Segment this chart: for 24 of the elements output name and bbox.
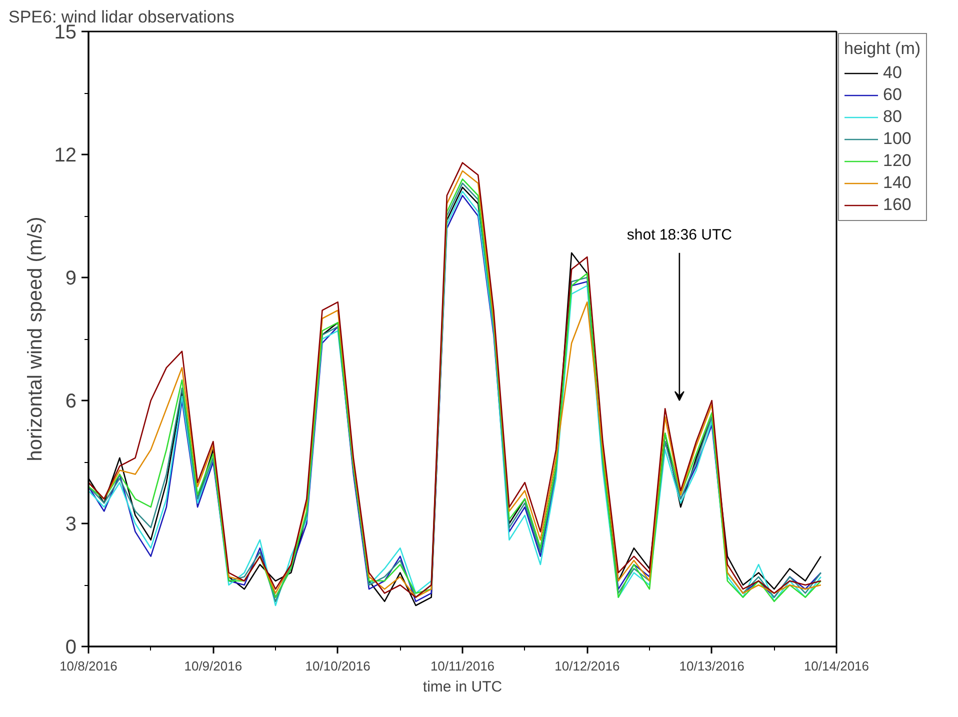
y-tick-label: 3 [65, 514, 76, 536]
x-tick-label: 10/8/2016 [60, 658, 118, 674]
y-tick-label: 6 [65, 390, 76, 412]
annotation: shot 18:36 UTC [626, 226, 732, 244]
legend-label: 140 [883, 173, 912, 193]
y-axis-title: horizontal wind speed (m/s) [24, 216, 46, 462]
legend-label: 80 [883, 107, 903, 127]
x-tick-label: 10/14/2016 [804, 658, 870, 674]
x-axis-title: time in UTC [422, 678, 502, 696]
x-tick-label: 10/12/2016 [554, 658, 620, 674]
legend-title: height (m) [844, 39, 921, 59]
legend-label: 40 [883, 63, 903, 83]
x-tick-label: 10/11/2016 [430, 658, 495, 674]
legend-label: 160 [883, 195, 912, 215]
x-tick-label: 10/10/2016 [305, 658, 370, 674]
y-tick-label: 15 [54, 22, 77, 44]
legend-label: 100 [883, 129, 912, 149]
x-tick-label: 10/13/2016 [679, 658, 744, 674]
legend-label: 120 [883, 151, 912, 171]
legend-label: 60 [883, 85, 903, 105]
x-tick-label: 10/9/2016 [184, 658, 242, 674]
y-tick-label: 9 [65, 268, 76, 290]
y-tick-label: 0 [65, 636, 76, 658]
y-tick-label: 12 [54, 144, 77, 166]
